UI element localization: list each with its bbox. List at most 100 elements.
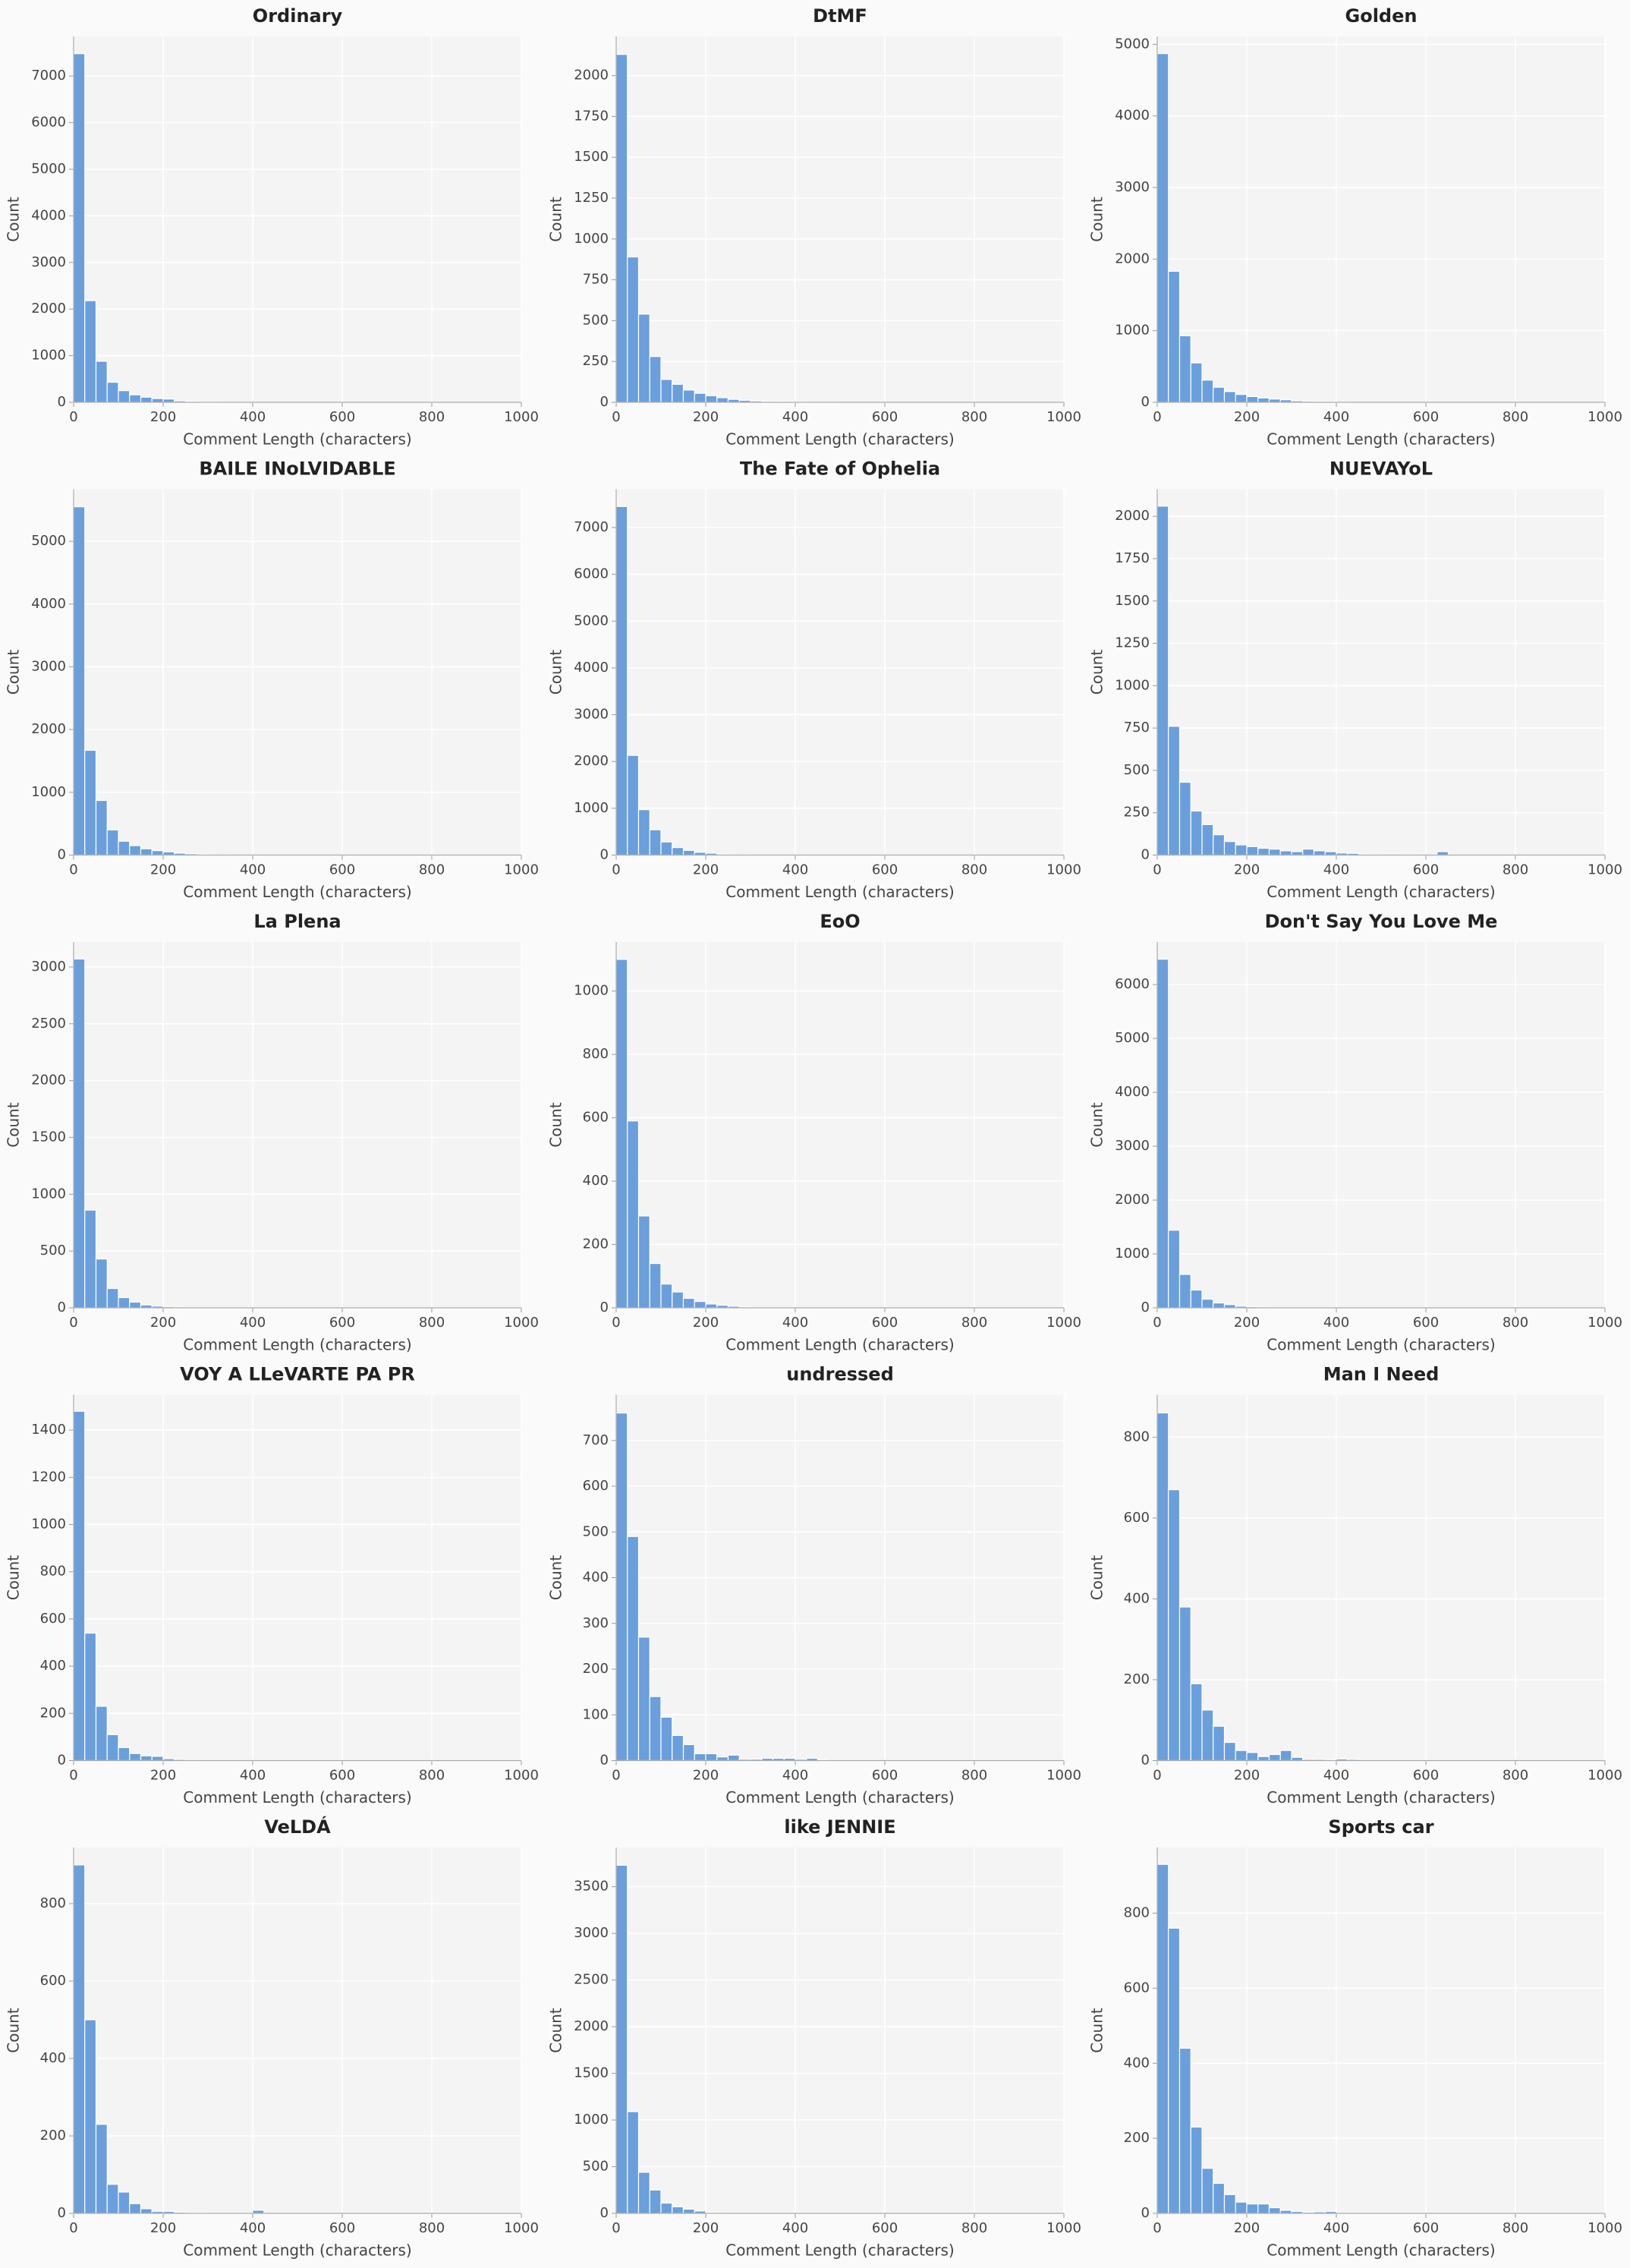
y-axis-label: Count [5,2008,23,2053]
bar [672,2206,684,2214]
bar [1246,846,1259,856]
bar [129,845,142,856]
y-tick-label: 1500 [574,2065,609,2081]
y-tick-label: 3000 [31,254,66,270]
x-tick-label: 800 [1503,1768,1528,1784]
x-tick-label: 800 [961,409,987,425]
histogram-panel: 0 200 400 600 800 1000 0 200 400 600 800 Sports car… [1088,1816,1622,2260]
x-tick-label: 800 [1503,2220,1528,2236]
y-tick-label: 5000 [31,533,66,549]
x-tick-label: 400 [1323,409,1349,425]
y-tick-label: 2000 [1115,508,1150,524]
y-tick-label: 3000 [574,707,609,723]
x-tick-label: 600 [329,2220,355,2236]
x-tick-label: 200 [150,1768,176,1784]
chart-title: VeLDÁ [264,1816,331,1838]
bar [1201,2168,1214,2214]
y-tick-label: 5000 [1115,1030,1150,1046]
y-tick-label: 0 [1141,1299,1150,1315]
plot-area [74,36,521,402]
y-tick-label: 1500 [1115,593,1150,609]
bar [694,1301,706,1309]
bar [1223,2194,1236,2214]
bar [252,2210,265,2214]
x-tick-label: 800 [419,1768,445,1784]
bar [672,1734,684,1762]
x-tick-label: 800 [961,862,987,878]
bar [637,313,650,403]
y-tick-label: 600 [40,1611,66,1627]
x-tick-label: 400 [782,1768,808,1784]
y-tick-label: 1000 [1115,1246,1150,1262]
x-tick-label: 200 [150,862,176,878]
bar [716,397,729,403]
y-tick-label: 200 [40,2128,66,2144]
bar [1190,1683,1203,1762]
plot-area [1157,942,1605,1308]
x-tick-label: 1000 [504,1315,539,1331]
y-tick-label: 4000 [1115,1084,1150,1100]
y-tick-label: 200 [1124,1671,1150,1687]
histogram-panel: 0 200 400 600 800 1000 0 250 500 750 1000 1250 1500 1… [547,5,1081,449]
bar [1257,397,1270,403]
x-tick-label: 0 [69,409,77,425]
bar [1257,1756,1270,1762]
x-tick-label: 400 [240,1315,266,1331]
bar [1235,394,1248,403]
y-tick-label: 0 [1141,394,1150,410]
y-tick-label: 400 [1124,1590,1150,1606]
x-tick-label: 800 [961,1768,987,1784]
x-tick-label: 200 [1234,1768,1260,1784]
bar [627,256,640,403]
x-tick-label: 1000 [1046,409,1081,425]
y-tick-label: 3000 [1115,179,1150,195]
bar [151,398,164,403]
y-tick-label: 200 [583,1236,609,1252]
y-tick-label: 400 [583,1173,609,1189]
x-tick-label: 200 [1234,409,1260,425]
x-tick-label: 0 [69,862,77,878]
y-tick-label: 1000 [1115,323,1150,339]
bar [1168,1230,1181,1309]
x-tick-label: 400 [240,409,266,425]
bar [73,1864,86,2214]
plot-area [74,1394,521,1761]
y-tick-label: 1200 [31,1469,66,1485]
bar [1291,851,1304,856]
x-axis-label: Comment Length (characters) [183,430,411,449]
bar [106,829,119,856]
y-tick-label: 1000 [574,231,609,247]
bar [118,390,131,403]
bar [672,1291,684,1309]
histogram-panel: 0 200 400 600 800 1000 0 100 200 300 400 500 600 700 u… [547,1364,1081,1807]
bar [694,1753,706,1762]
bar [73,506,86,856]
bar [660,1284,673,1309]
bar [1190,810,1203,856]
x-tick-label: 400 [1323,862,1349,878]
bar [1168,270,1181,403]
x-tick-label: 200 [150,2220,176,2236]
bar [1201,1299,1214,1309]
x-tick-label: 600 [872,862,898,878]
x-axis-label: Comment Length (characters) [725,430,954,449]
bar [84,749,97,856]
y-axis-label: Count [1088,1555,1106,1601]
bar [1178,781,1191,856]
x-tick-label: 400 [1323,1768,1349,1784]
x-tick-label: 400 [782,1315,808,1331]
y-tick-label: 0 [600,847,609,863]
y-tick-label: 6000 [574,566,609,582]
x-tick-label: 800 [961,1315,987,1331]
x-tick-label: 400 [240,1768,266,1784]
y-tick-label: 0 [58,847,66,863]
plot-area [616,1847,1064,2213]
bar [1156,506,1169,856]
y-tick-label: 500 [40,1243,66,1258]
bar [1201,1709,1214,1762]
x-tick-label: 1000 [1046,862,1081,878]
bar [649,356,662,403]
bar [1190,1289,1203,1309]
x-axis-label: Comment Length (characters) [1267,430,1495,449]
bar [1156,1863,1169,2214]
